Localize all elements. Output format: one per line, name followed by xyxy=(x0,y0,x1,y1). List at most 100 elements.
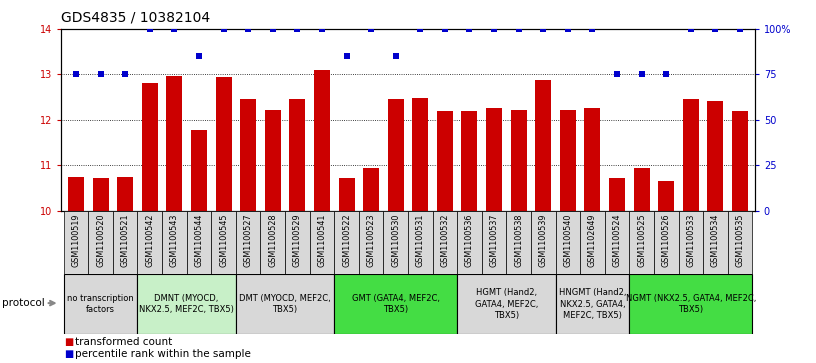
Text: HNGMT (Hand2,
NKX2.5, GATA4,
MEF2C, TBX5): HNGMT (Hand2, NKX2.5, GATA4, MEF2C, TBX5… xyxy=(559,289,626,319)
Point xyxy=(389,53,402,59)
Point xyxy=(290,26,304,32)
Bar xyxy=(142,83,157,211)
Point xyxy=(193,53,206,59)
Text: GSM1100521: GSM1100521 xyxy=(121,214,130,267)
Bar xyxy=(732,111,748,211)
Bar xyxy=(659,181,674,211)
Text: GSM1100531: GSM1100531 xyxy=(416,214,425,267)
Bar xyxy=(412,98,428,211)
Bar xyxy=(457,274,556,334)
Text: HGMT (Hand2,
GATA4, MEF2C,
TBX5): HGMT (Hand2, GATA4, MEF2C, TBX5) xyxy=(475,289,538,319)
Text: GSM1100530: GSM1100530 xyxy=(391,214,400,267)
Text: GSM1100525: GSM1100525 xyxy=(637,214,646,267)
Point xyxy=(438,26,451,32)
Bar xyxy=(609,178,625,211)
Text: GSM1100526: GSM1100526 xyxy=(662,214,671,267)
Bar xyxy=(240,99,256,211)
Point xyxy=(118,72,131,77)
Text: ■: ■ xyxy=(64,337,73,347)
Bar xyxy=(309,211,335,274)
Bar xyxy=(556,274,629,334)
Point xyxy=(266,26,279,32)
Point xyxy=(69,72,82,77)
Point xyxy=(217,26,230,32)
Bar xyxy=(335,274,457,334)
Text: protocol: protocol xyxy=(2,298,44,308)
Text: GSM1100545: GSM1100545 xyxy=(219,214,228,267)
Bar xyxy=(703,211,728,274)
Bar xyxy=(580,211,605,274)
Text: GSM1100537: GSM1100537 xyxy=(490,214,499,267)
Bar xyxy=(166,76,182,211)
Bar xyxy=(211,211,236,274)
Bar xyxy=(384,211,408,274)
Point xyxy=(734,26,747,32)
Bar xyxy=(264,110,281,211)
Text: GSM1100527: GSM1100527 xyxy=(244,214,253,267)
Bar xyxy=(437,111,453,211)
Bar xyxy=(113,211,137,274)
Bar xyxy=(388,99,404,211)
Text: transformed count: transformed count xyxy=(75,337,172,347)
Bar xyxy=(629,274,752,334)
Text: GSM1100541: GSM1100541 xyxy=(317,214,326,267)
Bar xyxy=(285,211,309,274)
Bar xyxy=(64,211,88,274)
Point xyxy=(414,26,427,32)
Bar xyxy=(359,211,384,274)
Point xyxy=(685,26,698,32)
Bar xyxy=(457,211,481,274)
Bar xyxy=(507,211,531,274)
Bar xyxy=(408,211,432,274)
Point xyxy=(659,72,672,77)
Text: GSM1100520: GSM1100520 xyxy=(96,214,105,267)
Bar xyxy=(728,211,752,274)
Bar xyxy=(679,211,703,274)
Text: GSM1100532: GSM1100532 xyxy=(441,214,450,267)
Bar xyxy=(290,99,305,211)
Text: GSM1100523: GSM1100523 xyxy=(366,214,375,267)
Bar xyxy=(88,211,113,274)
Bar xyxy=(535,80,552,211)
Bar xyxy=(236,274,335,334)
Text: GSM1100539: GSM1100539 xyxy=(539,214,548,267)
Point xyxy=(316,26,329,32)
Bar xyxy=(363,168,379,211)
Bar xyxy=(215,77,232,211)
Bar xyxy=(118,176,133,211)
Text: GSM1100535: GSM1100535 xyxy=(735,214,744,267)
Bar xyxy=(236,211,260,274)
Text: GSM1100536: GSM1100536 xyxy=(465,214,474,267)
Bar xyxy=(486,109,502,211)
Bar xyxy=(260,211,285,274)
Text: percentile rank within the sample: percentile rank within the sample xyxy=(75,349,251,359)
Bar xyxy=(654,211,679,274)
Point xyxy=(144,26,157,32)
Text: GSM1100538: GSM1100538 xyxy=(514,214,523,267)
Bar xyxy=(511,110,526,211)
Point xyxy=(610,72,623,77)
Text: DMT (MYOCD, MEF2C,
TBX5): DMT (MYOCD, MEF2C, TBX5) xyxy=(239,294,331,314)
Point xyxy=(242,26,255,32)
Text: GSM1100540: GSM1100540 xyxy=(563,214,572,267)
Text: GSM1100524: GSM1100524 xyxy=(613,214,622,267)
Point xyxy=(561,26,574,32)
Text: GSM1100534: GSM1100534 xyxy=(711,214,720,267)
Point xyxy=(709,26,722,32)
Bar xyxy=(137,274,236,334)
Bar xyxy=(335,211,359,274)
Bar xyxy=(683,99,698,211)
Bar xyxy=(634,168,650,211)
Bar xyxy=(68,176,84,211)
Bar xyxy=(584,109,601,211)
Bar xyxy=(314,70,330,211)
Point xyxy=(537,26,550,32)
Text: GSM1102649: GSM1102649 xyxy=(588,214,597,267)
Bar xyxy=(531,211,556,274)
Bar xyxy=(64,274,137,334)
Bar xyxy=(92,178,109,211)
Point xyxy=(487,26,500,32)
Text: DMNT (MYOCD,
NKX2.5, MEF2C, TBX5): DMNT (MYOCD, NKX2.5, MEF2C, TBX5) xyxy=(140,294,234,314)
Point xyxy=(586,26,599,32)
Text: GMT (GATA4, MEF2C,
TBX5): GMT (GATA4, MEF2C, TBX5) xyxy=(352,294,440,314)
